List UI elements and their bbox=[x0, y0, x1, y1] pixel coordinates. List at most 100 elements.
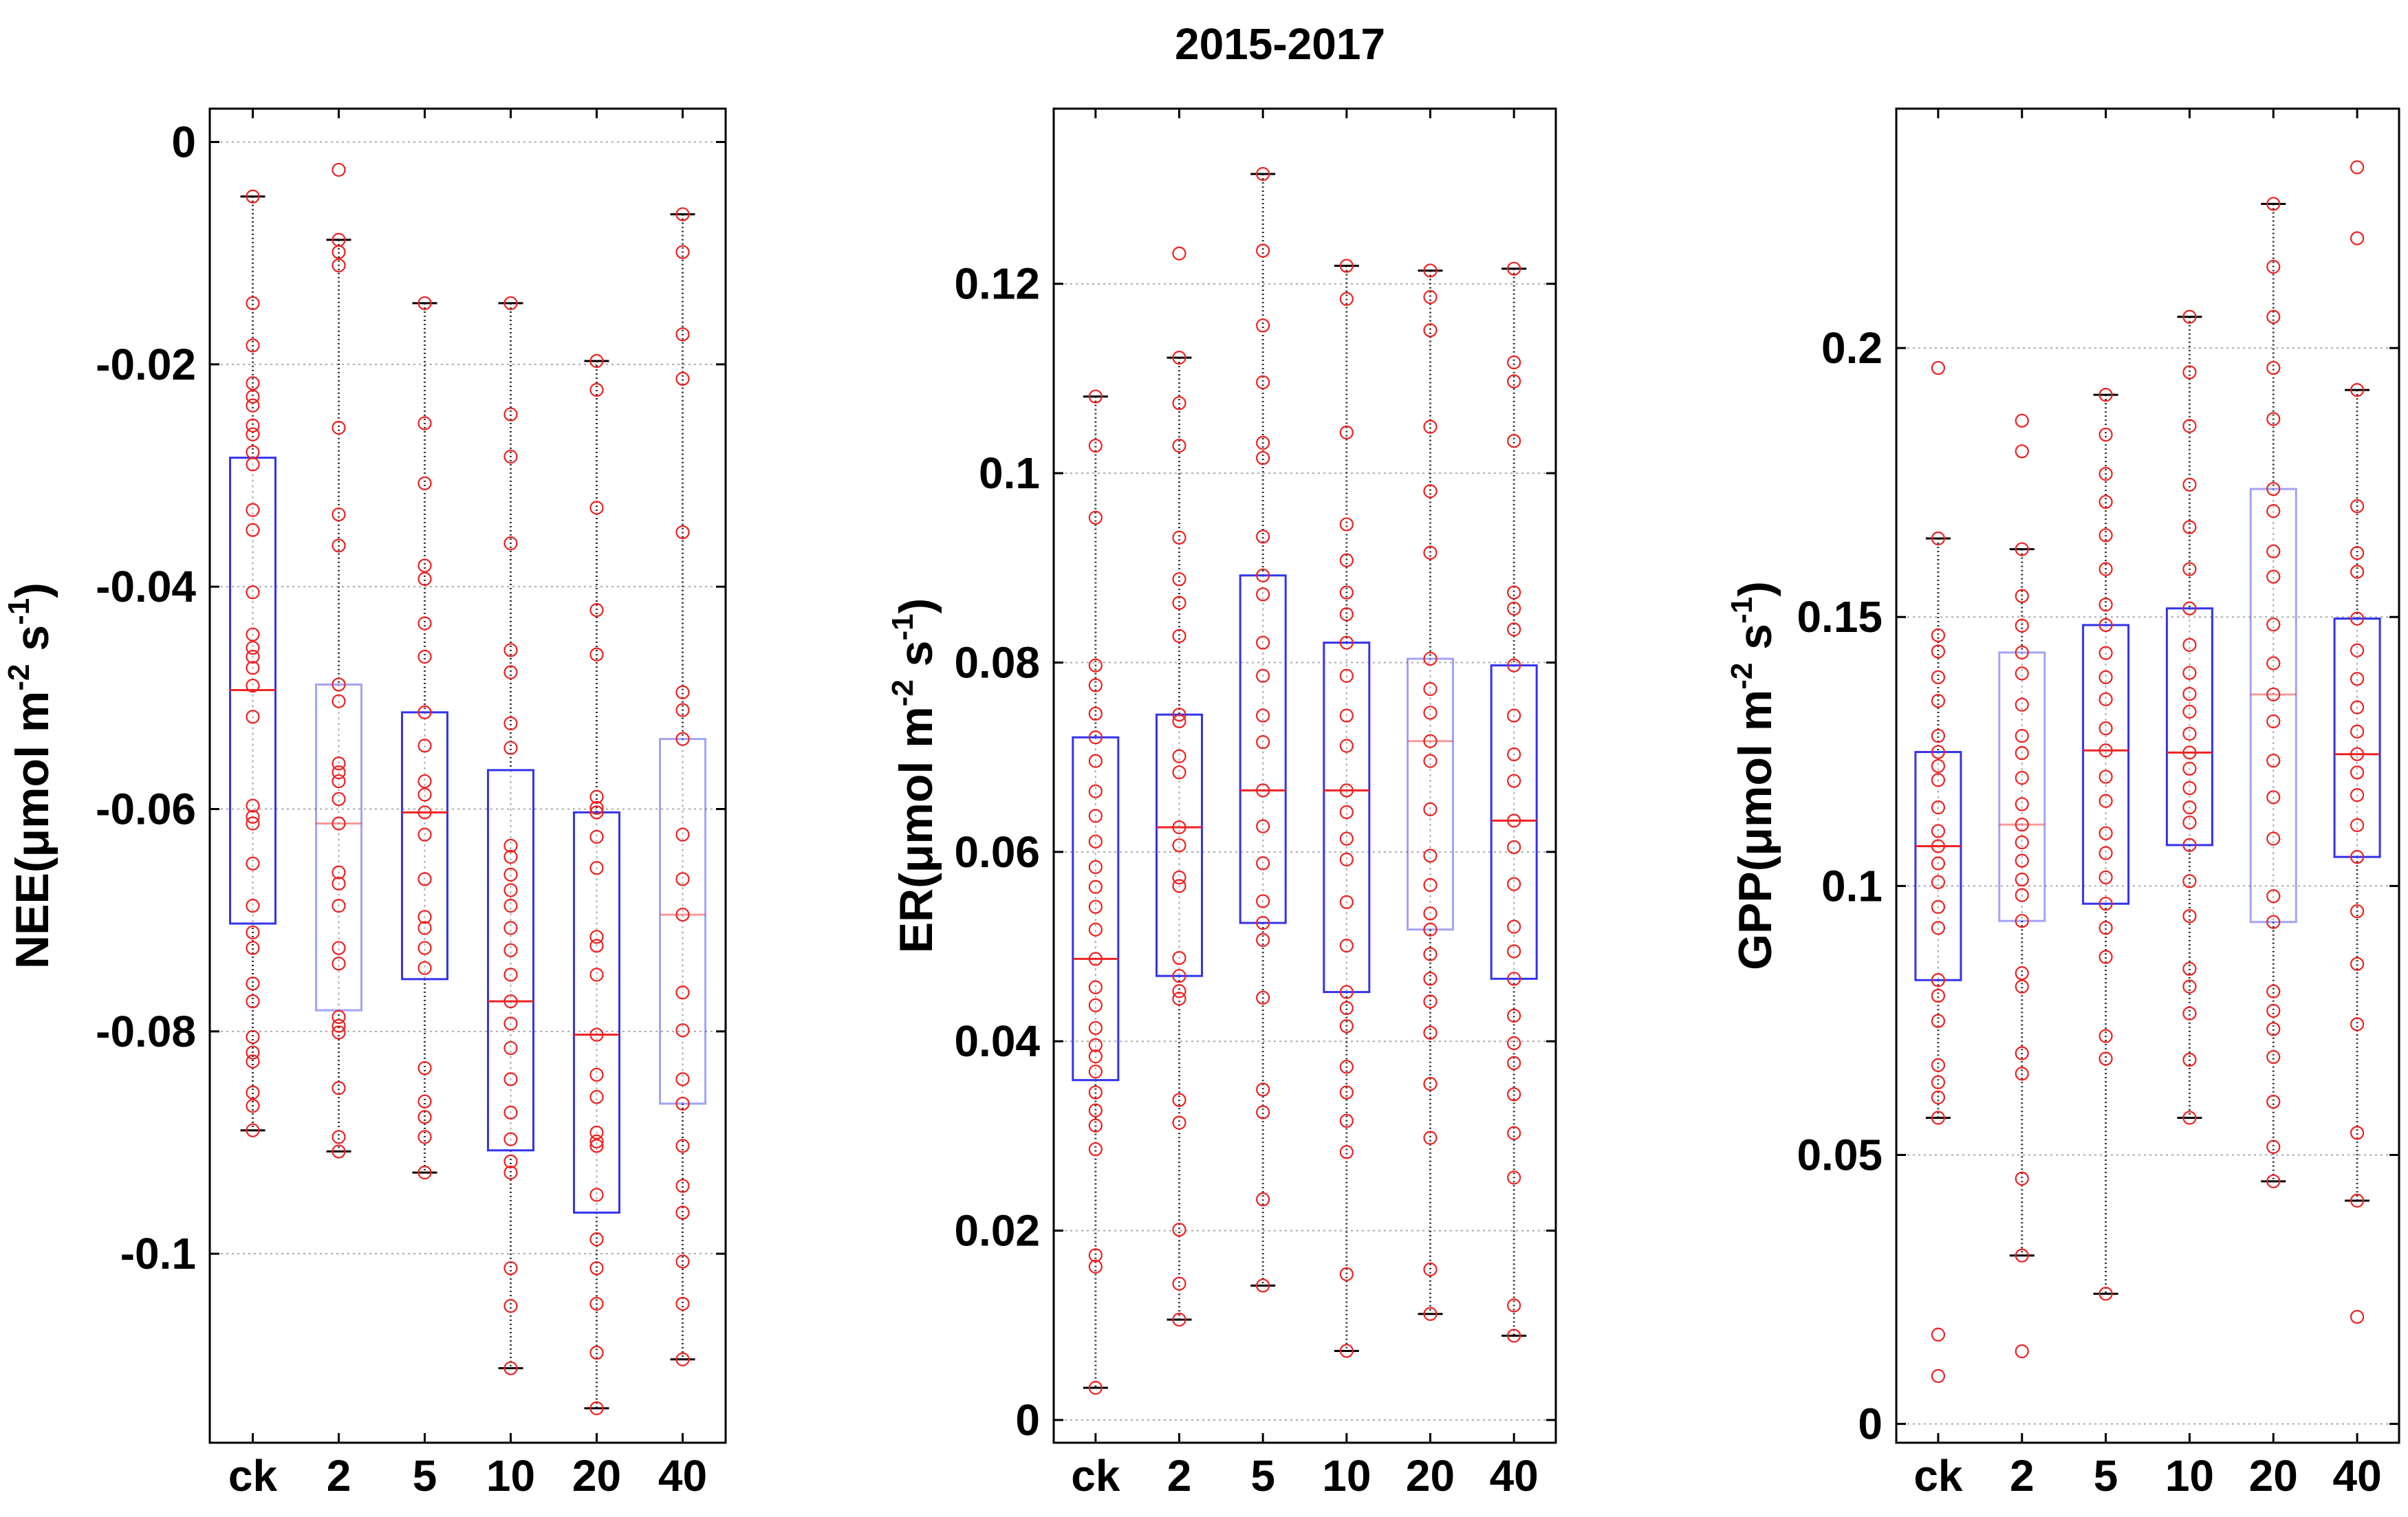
data-point bbox=[1256, 735, 1270, 750]
data-point bbox=[1339, 1019, 1354, 1034]
data-point bbox=[2350, 957, 2365, 971]
data-point bbox=[1172, 396, 1186, 411]
data-point bbox=[589, 1027, 604, 1042]
ylabel-superscript: -2 bbox=[1725, 663, 1759, 690]
data-point bbox=[503, 1361, 518, 1375]
data-point bbox=[2182, 520, 2197, 534]
nee-box-group bbox=[573, 353, 620, 1415]
data-point bbox=[1172, 351, 1186, 365]
data-point bbox=[503, 921, 518, 935]
data-point bbox=[2182, 562, 2197, 576]
data-point bbox=[1088, 880, 1103, 894]
nee-box-group bbox=[659, 207, 706, 1366]
data-point bbox=[1088, 1103, 1103, 1117]
data-point bbox=[675, 1139, 690, 1153]
gpp-xtick-label: 5 bbox=[2094, 1451, 2118, 1500]
data-point bbox=[246, 418, 260, 433]
data-point bbox=[1088, 730, 1103, 745]
data-point bbox=[2182, 1111, 2197, 1125]
data-point bbox=[503, 899, 518, 913]
data-point bbox=[417, 1130, 432, 1144]
data-point bbox=[1256, 990, 1270, 1005]
data-point bbox=[675, 245, 690, 259]
data-point bbox=[2098, 528, 2113, 543]
data-point bbox=[503, 968, 518, 982]
data-point bbox=[2350, 1126, 2365, 1140]
data-point bbox=[246, 523, 260, 537]
data-point bbox=[2266, 714, 2281, 729]
data-point bbox=[332, 245, 346, 259]
data-point bbox=[1507, 374, 1521, 389]
data-point bbox=[1339, 425, 1354, 439]
data-point bbox=[1256, 450, 1270, 466]
data-point bbox=[1507, 708, 1521, 723]
data-point bbox=[675, 1179, 690, 1193]
data-point bbox=[2182, 686, 2197, 701]
er-box-group bbox=[1407, 263, 1454, 1321]
nee-xtick-label: 5 bbox=[413, 1451, 437, 1500]
data-point bbox=[2182, 637, 2197, 653]
data-point bbox=[332, 792, 346, 807]
nee-ytick-label: -0.06 bbox=[96, 785, 196, 834]
data-point bbox=[1256, 668, 1270, 683]
data-point bbox=[1931, 1090, 1946, 1104]
data-point bbox=[417, 1166, 432, 1180]
data-point bbox=[503, 883, 518, 897]
nee-ytick-label: -0.02 bbox=[96, 340, 196, 389]
data-point bbox=[1931, 1111, 1946, 1125]
data-point bbox=[2266, 984, 2281, 998]
data-point bbox=[1256, 530, 1270, 544]
data-point bbox=[2098, 1051, 2113, 1066]
data-point bbox=[1931, 531, 1946, 546]
data-point bbox=[2098, 494, 2113, 509]
data-point bbox=[2266, 412, 2281, 426]
data-point bbox=[1339, 831, 1354, 846]
er-panel: 0 0.02 0.04 0.06 0.08 0.1 0.12 ck 2 5 10 20 40 ER(μmo… bbox=[886, 107, 1557, 1500]
data-point bbox=[2266, 259, 2281, 274]
data-point bbox=[1088, 1381, 1103, 1395]
data-point bbox=[2098, 826, 2113, 840]
data-point bbox=[332, 865, 346, 880]
data-point bbox=[2015, 1171, 2029, 1186]
data-point bbox=[2015, 645, 2029, 659]
data-point bbox=[332, 1018, 346, 1033]
data-point bbox=[1339, 805, 1354, 820]
data-point bbox=[675, 872, 690, 886]
data-point bbox=[589, 829, 604, 844]
data-point bbox=[1423, 734, 1438, 748]
data-point bbox=[2015, 1067, 2029, 1081]
data-point bbox=[1339, 517, 1354, 532]
data-point bbox=[1931, 856, 1946, 871]
data-point bbox=[2182, 781, 2197, 796]
data-point bbox=[246, 798, 260, 813]
data-point bbox=[1507, 972, 1521, 986]
data-point bbox=[246, 809, 260, 824]
ylabel-part: GPP(μmol m bbox=[1729, 690, 1781, 970]
gpp-xtick-label: 20 bbox=[2249, 1451, 2298, 1500]
data-point bbox=[2266, 1094, 2281, 1109]
data-point bbox=[589, 1296, 604, 1311]
gpp-ytick-label: 0.05 bbox=[1797, 1130, 1883, 1179]
data-point bbox=[675, 1254, 690, 1269]
data-point bbox=[2350, 231, 2365, 245]
er-box-group bbox=[1323, 259, 1371, 1358]
data-point bbox=[589, 647, 604, 662]
data-point bbox=[1256, 783, 1270, 798]
data-point bbox=[1931, 1327, 1946, 1342]
data-point bbox=[1507, 1008, 1521, 1023]
data-point bbox=[2182, 979, 2197, 994]
data-point bbox=[1339, 985, 1354, 999]
gpp-box-group bbox=[2082, 388, 2130, 1301]
data-point bbox=[2182, 1052, 2197, 1067]
data-point bbox=[332, 1130, 346, 1144]
nee-xtick-label: 2 bbox=[327, 1451, 351, 1500]
data-point bbox=[2182, 800, 2197, 815]
data-point bbox=[503, 716, 518, 731]
data-point bbox=[2182, 477, 2197, 492]
data-point bbox=[503, 296, 518, 311]
data-point bbox=[2015, 1248, 2029, 1263]
data-point bbox=[589, 1139, 604, 1153]
data-point bbox=[589, 805, 604, 820]
gpp-xtick-label: 40 bbox=[2332, 1451, 2381, 1500]
